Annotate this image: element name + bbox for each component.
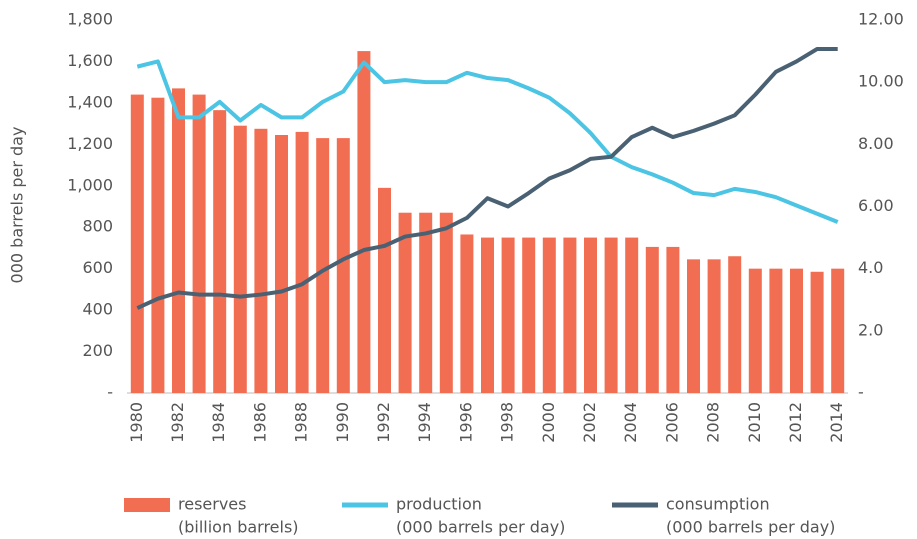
y2-tick-label: 2.0 — [858, 320, 883, 339]
x-tick-label: 2004 — [621, 402, 640, 443]
x-tick-label: 2014 — [827, 402, 846, 443]
y-tick-label: 200 — [82, 341, 113, 360]
x-tick-label: 1988 — [292, 402, 311, 443]
bar — [707, 259, 721, 393]
x-tick-label: 1992 — [374, 402, 393, 443]
bar — [584, 237, 597, 393]
x-tick-label: 1980 — [127, 402, 146, 443]
y-tick-label: 800 — [82, 217, 113, 236]
bar — [336, 138, 350, 393]
x-tick-label: 2008 — [704, 402, 723, 443]
bar — [419, 212, 433, 393]
bar — [130, 94, 144, 393]
bar — [172, 88, 185, 393]
bar — [728, 256, 742, 393]
y-tick-label: 1,800 — [67, 10, 113, 29]
legend-label-unit: (000 barrels per day) — [666, 518, 835, 537]
legend-label: reserves — [178, 495, 246, 514]
y2-tick-label: 8.00 — [858, 134, 894, 153]
line — [136, 59, 839, 224]
bar — [316, 138, 330, 393]
bar — [192, 94, 206, 393]
y-tick-label: 1,400 — [67, 92, 113, 111]
y-axis-label: 000 barrels per day — [8, 127, 27, 284]
bar — [563, 237, 577, 393]
legend-label: production — [396, 495, 482, 514]
y-tick-label: 600 — [82, 258, 113, 277]
bar — [501, 237, 515, 393]
bar — [687, 259, 700, 393]
legend-label: consumption — [666, 495, 770, 514]
y2-tick-label: - — [858, 383, 864, 402]
x-tick-label: 2010 — [745, 402, 764, 443]
x-tick-label: 1990 — [333, 402, 352, 443]
bar — [666, 246, 680, 393]
bar — [460, 234, 474, 393]
legend-label-unit: (billion barrels) — [178, 518, 299, 537]
x-tick-label: 2012 — [786, 402, 805, 443]
legend-swatch — [124, 498, 170, 512]
bar — [357, 51, 371, 393]
bar — [790, 268, 803, 393]
bar — [604, 237, 618, 393]
y-tick-label: - — [107, 383, 113, 402]
y-tick-label: 1,200 — [67, 134, 113, 153]
x-tick-label: 1982 — [168, 402, 187, 443]
bar — [213, 110, 227, 394]
x-tick-label: 1986 — [250, 402, 269, 443]
bar — [481, 237, 494, 393]
bar — [378, 187, 391, 393]
y2-tick-label: 10.00 — [858, 72, 904, 91]
x-tick-label: 1998 — [498, 402, 517, 443]
x-tick-label: 2002 — [580, 402, 599, 443]
y2-tick-label: 6.00 — [858, 196, 894, 215]
bar — [748, 268, 762, 393]
bar — [439, 212, 453, 393]
x-tick-label: 1984 — [209, 402, 228, 443]
bar — [522, 237, 536, 393]
bar — [233, 125, 247, 393]
y2-tick-label: 4.0 — [858, 258, 883, 277]
x-tick-label: 2006 — [662, 402, 681, 443]
y-tick-label: 1,600 — [67, 51, 113, 70]
bar — [831, 268, 845, 393]
line — [136, 47, 838, 310]
bar — [625, 237, 639, 393]
x-tick-label: 1996 — [456, 402, 475, 443]
x-tick-label: 2000 — [539, 402, 558, 443]
bar — [151, 97, 165, 393]
bar — [398, 212, 412, 393]
bar — [542, 237, 556, 393]
bar — [254, 128, 268, 393]
bar — [295, 131, 309, 393]
legend-label-unit: (000 barrels per day) — [396, 518, 565, 537]
bar — [769, 268, 783, 393]
y-tick-label: 1,000 — [67, 175, 113, 194]
x-tick-label: 1994 — [415, 402, 434, 443]
y-tick-label: 400 — [82, 300, 113, 319]
bar — [810, 271, 824, 393]
bar — [645, 246, 659, 393]
bar — [275, 135, 288, 393]
y2-tick-label: 12.00 — [858, 10, 904, 29]
